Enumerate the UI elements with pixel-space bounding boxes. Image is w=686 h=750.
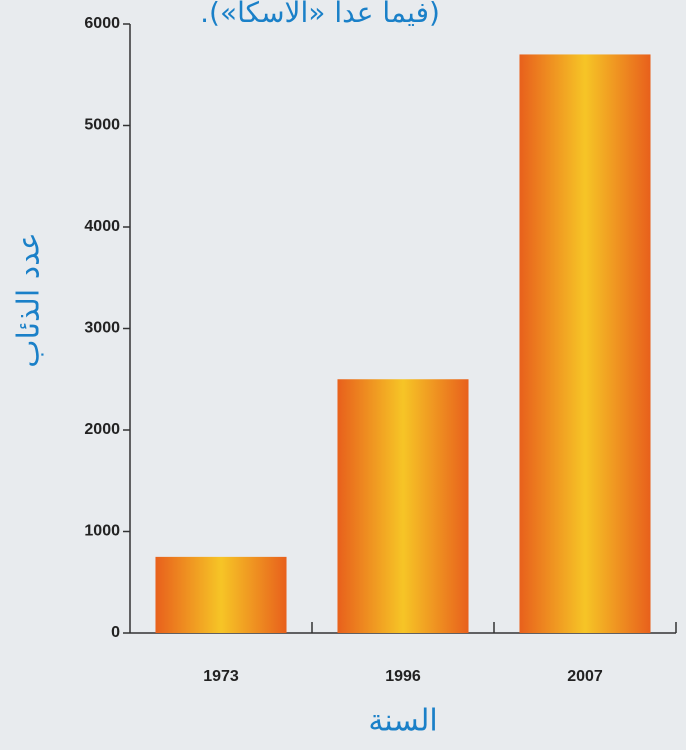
y-tick-label: 2000 — [84, 421, 120, 438]
bar — [155, 557, 286, 633]
x-tick-label: 2007 — [567, 668, 603, 685]
chart: (فيما عدا «الاسكا»). السنة عدد الذئاب 0 1… — [0, 0, 686, 750]
x-tick-label: 1973 — [203, 668, 239, 685]
y-tick-label: 6000 — [84, 15, 120, 32]
bar — [337, 379, 468, 633]
x-axis-label: السنة — [368, 704, 437, 739]
y-tick-label: 3000 — [84, 320, 120, 337]
bar — [519, 54, 650, 633]
y-tick-label: 1000 — [84, 523, 120, 540]
y-tick-label: 0 — [111, 624, 120, 641]
y-tick-label: 4000 — [84, 218, 120, 235]
chart-title: (فيما عدا «الاسكا»). — [200, 0, 440, 29]
x-tick-label: 1996 — [385, 668, 421, 685]
y-axis-label: عدد الذئاب — [12, 232, 47, 368]
y-tick-label: 5000 — [84, 117, 120, 134]
